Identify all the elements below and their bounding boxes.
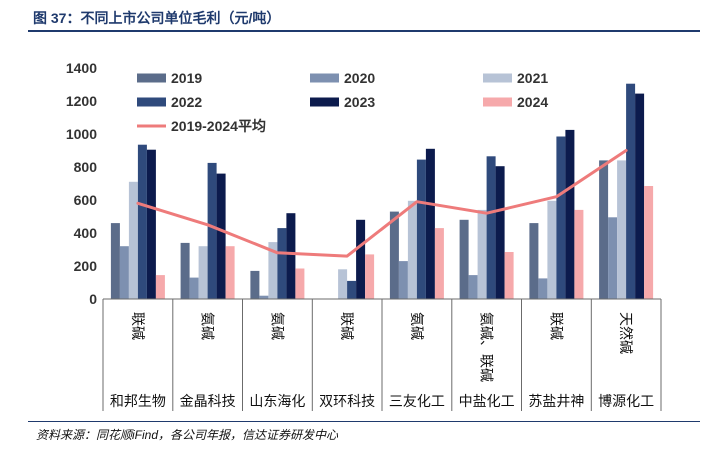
bar-2021-6: [477, 209, 487, 299]
subcategory-label: 联碱: [339, 312, 355, 340]
figure-title: 图 37：不同上市公司单位毛利（元/吨）: [33, 10, 281, 26]
bar-2019-1: [110, 223, 120, 299]
category-label: 山东海化: [249, 393, 305, 409]
bar-2020-5: [398, 261, 408, 299]
legend-swatch-2022: [137, 97, 166, 107]
bar-2022-4: [347, 280, 357, 299]
title-rule: [28, 30, 700, 32]
y-tick-label: 400: [74, 225, 98, 241]
bar-2021-7: [547, 200, 557, 299]
bar-2022-1: [137, 144, 147, 299]
bar-2019-8: [599, 160, 609, 299]
legend: 2019 2020 2021 2022 2023 2024 2019-2024平均: [137, 70, 548, 134]
bar-2020-1: [119, 246, 129, 299]
y-tick-label: 0: [89, 291, 97, 307]
legend-label: 2019: [171, 70, 202, 86]
bar-2023-7: [565, 129, 575, 299]
category-label: 双环科技: [319, 393, 375, 409]
legend-swatch-2024: [483, 97, 512, 107]
bar-2022-7: [556, 136, 566, 299]
bar-2023-6: [495, 166, 505, 299]
bar-2022-2: [207, 162, 217, 299]
bar-2022-8: [626, 83, 636, 299]
legend-label: 2020: [344, 70, 375, 86]
average-line: [136, 149, 628, 258]
y-tick-label: 1200: [66, 93, 97, 109]
bar-2020-3: [259, 295, 269, 299]
bar-2022-6: [486, 156, 496, 299]
subcategory-label: 联碱: [130, 312, 146, 340]
subcategory-label: 天然碱: [618, 312, 634, 354]
subcategory-label: 氨碱、联碱: [479, 312, 495, 382]
legend-label: 2024: [517, 94, 548, 110]
bar-2019-5: [389, 211, 399, 299]
bar-2022-3: [277, 228, 287, 299]
bar-2021-4: [338, 269, 348, 299]
legend-label: 2023: [344, 94, 375, 110]
bar-2019-3: [250, 270, 260, 299]
subcategory-label: 氨碱: [269, 312, 285, 340]
footer-rule: [28, 421, 700, 422]
bar-2020-2: [189, 277, 199, 299]
bar-2021-5: [407, 200, 417, 299]
legend-swatch-2020: [310, 73, 339, 83]
y-tick-label: 200: [74, 258, 98, 274]
bar-2024-4: [365, 254, 375, 299]
bar-2019-6: [459, 219, 469, 299]
legend-label: 2019-2024平均: [171, 118, 266, 134]
bar-2024-1: [155, 275, 165, 299]
subcategory-label: 氨碱: [409, 312, 425, 340]
bar-2022-5: [416, 159, 426, 299]
legend-label: 2021: [517, 70, 548, 86]
legend-label: 2022: [171, 94, 202, 110]
bar-2021-8: [617, 160, 627, 299]
bar-2019-2: [180, 242, 190, 299]
subcategory-label: 氨碱: [200, 312, 216, 340]
bar-2024-7: [574, 209, 584, 299]
category-label: 苏盐井神: [528, 393, 584, 409]
bar-2023-4: [356, 219, 366, 299]
legend-swatch-2021: [483, 73, 512, 83]
category-label: 和邦生物: [110, 393, 166, 409]
y-tick-label: 1400: [66, 60, 97, 76]
bar-series: [110, 83, 654, 299]
legend-swatch-2019: [137, 73, 166, 83]
bar-2024-8: [644, 186, 654, 299]
bar-2020-6: [468, 275, 478, 299]
y-axis: 0 200 400 600 800 1000 1200 1400: [66, 60, 97, 307]
bar-2021-2: [198, 246, 208, 299]
category-label: 博源化工: [598, 393, 654, 409]
y-tick-label: 1000: [66, 126, 97, 142]
bar-2024-3: [295, 268, 305, 299]
line-series: [136, 149, 628, 258]
bar-2023-3: [286, 213, 296, 299]
bar-2021-1: [128, 181, 138, 299]
bar-2019-7: [529, 223, 539, 299]
bar-2021-3: [268, 242, 278, 299]
bar-2020-7: [538, 278, 548, 299]
bar-2023-1: [146, 149, 156, 299]
category-label: 三友化工: [389, 393, 445, 409]
bar-2023-2: [216, 173, 226, 299]
bar-2024-6: [504, 252, 514, 299]
bar-2024-5: [434, 228, 444, 299]
source-note: 资料来源：同花顺iFind，各公司年报，信达证券研发中心: [36, 428, 339, 442]
legend-swatch-2023: [310, 97, 339, 107]
category-label: 金晶科技: [180, 393, 236, 409]
bar-2023-8: [635, 93, 645, 299]
subcategory-label: 联碱: [548, 312, 564, 340]
y-tick-label: 600: [74, 192, 98, 208]
y-tick-label: 800: [74, 159, 98, 175]
bar-2023-5: [425, 148, 435, 299]
category-label: 中盐化工: [459, 393, 515, 409]
bar-2024-2: [225, 246, 235, 299]
bar-2020-8: [608, 217, 618, 299]
